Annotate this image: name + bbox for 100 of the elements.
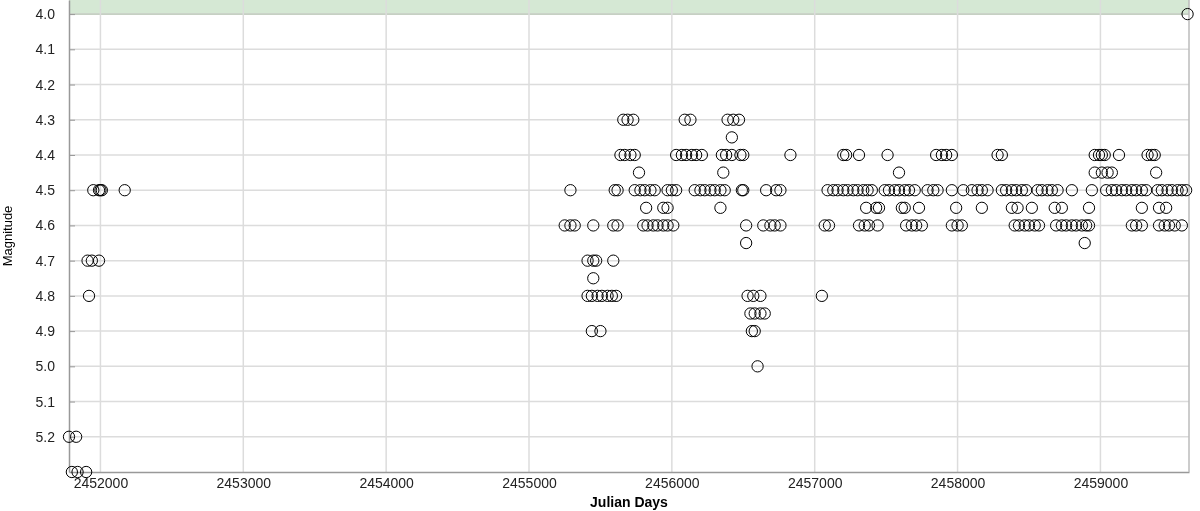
point: [621, 113, 634, 126]
point: [725, 148, 738, 162]
point: [684, 113, 697, 126]
point: [595, 289, 608, 303]
x-tick-label: 2458000: [930, 474, 986, 491]
point: [1018, 219, 1031, 232]
point: [1050, 219, 1063, 232]
point: [618, 148, 631, 162]
y-axis-title: Magnitude: [0, 205, 15, 267]
point: [955, 219, 968, 232]
point: [757, 219, 770, 232]
x-tick-label: 2456000: [645, 474, 700, 491]
point: [774, 219, 787, 232]
point: [912, 201, 926, 214]
point: [754, 289, 767, 303]
point: [1078, 236, 1091, 250]
x-tick-label: 2452000: [73, 474, 129, 491]
point: [815, 289, 828, 303]
point: [740, 219, 753, 232]
point: [940, 148, 953, 162]
point: [951, 219, 964, 232]
point: [1158, 219, 1171, 232]
point: [747, 289, 760, 303]
point: [935, 148, 948, 162]
point: [818, 219, 831, 232]
point: [910, 219, 923, 232]
point: [945, 148, 958, 162]
x-tick-label: 2455000: [502, 474, 557, 491]
point: [905, 219, 918, 232]
point: [764, 219, 777, 232]
point: [1060, 219, 1073, 232]
point: [892, 166, 906, 179]
point: [852, 219, 866, 232]
point: [1070, 219, 1083, 232]
point: [751, 360, 764, 373]
point: [1135, 201, 1148, 214]
point: [715, 148, 728, 162]
point: [1008, 219, 1021, 232]
y-tick-label: 4.5: [35, 182, 56, 199]
point: [1075, 219, 1088, 232]
point: [1055, 201, 1068, 214]
point: [1130, 219, 1143, 232]
point: [740, 236, 753, 250]
point: [991, 148, 1004, 162]
point: [628, 148, 641, 162]
y-tick-label: 4.9: [35, 323, 56, 340]
point: [1160, 201, 1173, 214]
point: [950, 201, 963, 214]
point: [680, 148, 693, 162]
point: [1095, 166, 1108, 179]
point: [1011, 201, 1024, 214]
y-tick-label: 4.8: [35, 287, 56, 304]
point: [601, 289, 614, 303]
point: [685, 148, 698, 162]
point: [858, 219, 871, 232]
point: [748, 307, 761, 320]
point: [607, 254, 620, 267]
y-tick-label: 5.1: [35, 393, 56, 410]
point: [1055, 219, 1068, 232]
point: [1032, 219, 1046, 232]
point: [1088, 148, 1101, 162]
x-axis-title: Julian Days: [590, 494, 669, 510]
point: [1022, 219, 1036, 232]
point: [637, 219, 650, 232]
point: [1082, 201, 1096, 214]
point: [852, 148, 866, 162]
point: [670, 148, 683, 162]
y-tick-label: 4.0: [35, 6, 56, 23]
point: [975, 201, 988, 214]
point: [727, 113, 740, 126]
point: [744, 307, 757, 320]
point: [587, 219, 600, 232]
point: [1105, 166, 1118, 179]
point: [92, 254, 106, 267]
point: [81, 254, 94, 267]
point: [640, 201, 653, 214]
y-tick-label: 4.4: [35, 146, 56, 163]
point: [657, 201, 670, 214]
point: [71, 465, 84, 479]
y-tick-label: 5.0: [35, 358, 56, 375]
point: [1152, 219, 1166, 232]
point: [605, 289, 618, 303]
point: [62, 430, 76, 443]
point: [1141, 148, 1154, 162]
point: [1152, 201, 1166, 214]
point: [1112, 148, 1126, 162]
point: [758, 307, 771, 320]
point: [1135, 219, 1148, 232]
point: [611, 219, 624, 232]
point: [915, 219, 928, 232]
point: [721, 113, 734, 126]
point: [995, 148, 1008, 162]
point: [1048, 201, 1061, 214]
point: [1028, 219, 1041, 232]
point: [80, 465, 93, 479]
point: [581, 254, 594, 267]
point: [1181, 7, 1194, 21]
point: [1012, 219, 1026, 232]
point: [610, 289, 623, 303]
point: [741, 289, 754, 303]
